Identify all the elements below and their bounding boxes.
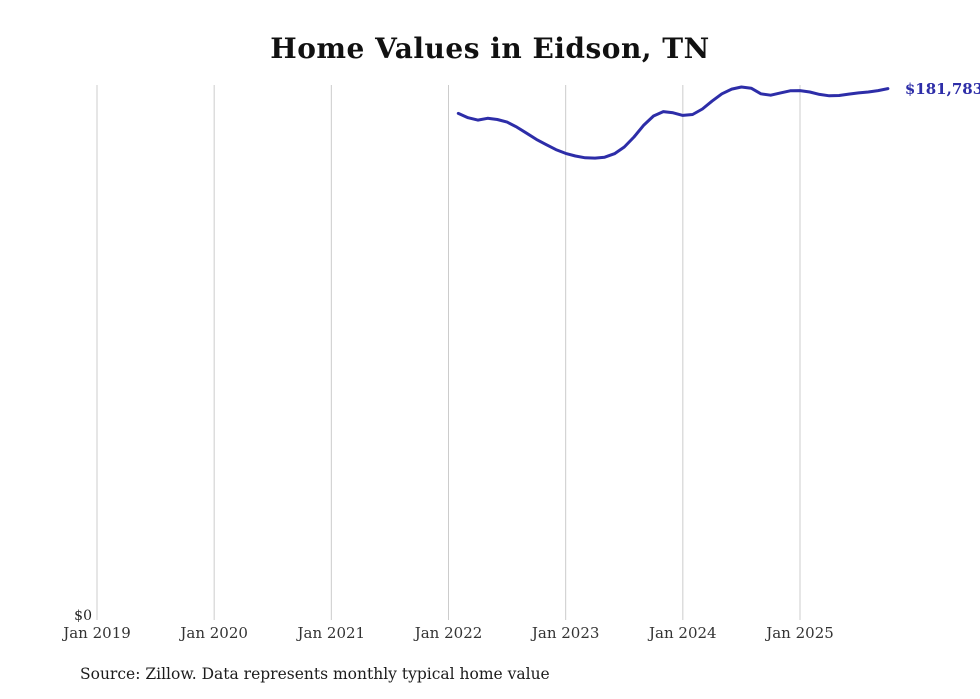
source-note: Source: Zillow. Data represents monthly …	[80, 665, 550, 683]
x-tick-label: Jan 2023	[531, 624, 600, 642]
x-tick-label: Jan 2021	[297, 624, 366, 642]
series-end-value-label: $181,783	[904, 79, 980, 98]
x-tick-label: Jan 2019	[63, 624, 131, 642]
x-tick-label: Jan 2024	[649, 624, 717, 642]
chart-title: Home Values in Eidson, TN	[270, 32, 710, 65]
x-tick-label: Jan 2025	[766, 624, 834, 642]
x-tick-label: Jan 2020	[180, 624, 248, 642]
x-tick-label: Jan 2022	[414, 624, 483, 642]
y-zero-label: $0	[74, 608, 92, 624]
series-line	[456, 85, 890, 160]
gridlines-group	[96, 85, 801, 620]
